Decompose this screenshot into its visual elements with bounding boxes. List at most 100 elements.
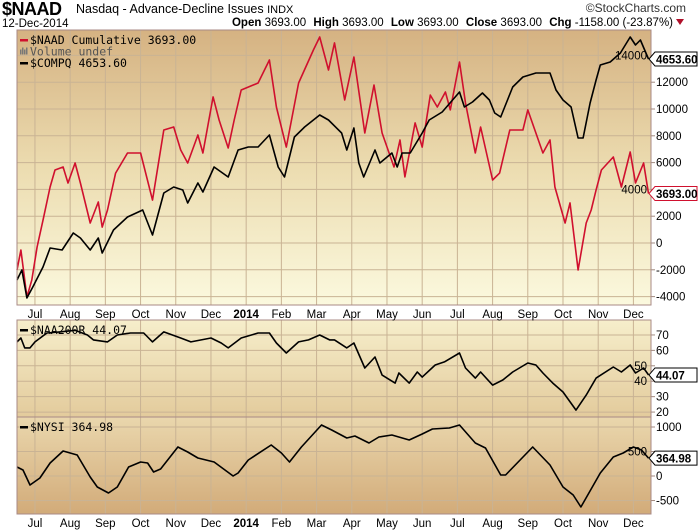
x-tick-label: May [376, 309, 398, 321]
y-tick-label: 20 [656, 407, 669, 419]
legend-swatch [20, 62, 28, 65]
x-tick-label: Mar [307, 518, 327, 530]
y-tick-label: 50 [634, 361, 647, 373]
x-tick-label: Nov [588, 518, 609, 530]
y-tick-label: 30 [656, 392, 669, 404]
series-line--naa200r [16, 329, 650, 411]
series-line--naad-cumulative [16, 36, 650, 298]
x-tick-label: Oct [554, 518, 573, 530]
series-line--nysi [16, 424, 650, 508]
series-line--compq [16, 36, 650, 299]
chart-date: 12-Dec-2014 [2, 18, 69, 30]
x-tick-label: Jun [413, 309, 432, 321]
panel-background-nysi [17, 417, 651, 514]
volume-bars-icon [24, 49, 26, 55]
x-tick-label: Sep [518, 518, 538, 530]
x-tick-label: May [376, 518, 398, 530]
panel-background-main [17, 30, 651, 305]
last-value-badge: 3693.00 [648, 186, 698, 201]
panel-border [16, 416, 652, 515]
open-label: Open [231, 17, 262, 29]
legend-label: Volume undef [30, 45, 113, 59]
y-tick-label: 1000 [656, 422, 682, 434]
x-tick-label: Jul [450, 518, 465, 530]
exchange-label: INDX [267, 4, 294, 16]
legend-nysi: $NYSI 364.98 [20, 420, 113, 434]
y-tick-label: -500 [656, 496, 679, 508]
symbol-description: Nasdaq - Advance-Decline Issues INDX [76, 2, 293, 17]
badge-value: 364.98 [656, 454, 692, 466]
close-value: 3693.00 [500, 17, 542, 29]
x-tick-label: Nov [588, 309, 609, 321]
y-tick-label: -2000 [656, 265, 685, 277]
low-value: 3693.00 [417, 17, 459, 29]
x-tick-label: Feb [271, 518, 291, 530]
x-tick-label: Apr [343, 518, 361, 530]
legend-label: $NAA200R 44.07 [30, 323, 127, 337]
y-tick-label: 0 [656, 471, 662, 483]
x-tick-label: Sep [95, 518, 115, 530]
x-tick-label: Nov [166, 309, 187, 321]
down-triangle-icon [676, 19, 684, 25]
volume-bars-icon [22, 47, 24, 55]
close-label: Close [465, 17, 498, 29]
x-tick-label: Dec [623, 518, 644, 530]
low-label: Low [390, 17, 414, 29]
y-tick-label: 10000 [656, 104, 688, 116]
high-label: High [313, 17, 339, 29]
y-tick-label: -4000 [656, 292, 685, 304]
y-tick-label: 0 [656, 238, 662, 250]
x-tick-label: Jun [413, 518, 432, 530]
x-tick-label: Sep [95, 309, 115, 321]
legend-label: $NAAD Cumulative 3693.00 [30, 33, 196, 47]
y-tick-label: 14000 [615, 50, 647, 62]
x-tick-label: Nov [166, 518, 187, 530]
x-tick-label: Mar [307, 309, 327, 321]
legend-swatch [20, 426, 28, 429]
y-tick-label: 40 [634, 376, 647, 388]
badge-box [648, 450, 698, 466]
y-tick-label: 6000 [656, 158, 682, 170]
description-text: Nasdaq - Advance-Decline Issues [76, 2, 264, 16]
ohlc-summary: Open 3693.00 High 3693.00 Low 3693.00 Cl… [232, 17, 684, 29]
volume-bars-icon [20, 49, 22, 55]
y-tick-label: 70 [656, 330, 669, 342]
badge-value: 4653.60 [656, 55, 698, 67]
legend-swatch [20, 39, 28, 42]
x-tick-label: 2014 [233, 518, 259, 530]
x-tick-label: Aug [482, 309, 502, 321]
high-value: 3693.00 [342, 17, 384, 29]
x-tick-label: Dec [201, 309, 222, 321]
legend-swatch [20, 329, 28, 332]
copyright[interactable]: ©StockCharts.com [585, 1, 686, 15]
panel-border [16, 29, 652, 306]
y-tick-label: 500 [628, 447, 647, 459]
x-tick-label: Jul [28, 518, 43, 530]
badge-value: 44.07 [656, 370, 685, 382]
symbol-title: $NAAD [2, 0, 62, 19]
y-tick-label: 4000 [621, 184, 647, 196]
badge-box [648, 51, 698, 67]
last-value-badge: 44.07 [648, 367, 698, 383]
x-tick-label: Sep [518, 309, 538, 321]
x-tick-label: Dec [201, 518, 222, 530]
chg-label: Chg [549, 17, 572, 29]
last-value-badge: 4653.60 [648, 51, 698, 67]
y-tick-label: 60 [656, 345, 669, 357]
legend-label: $COMPQ 4653.60 [30, 56, 127, 70]
x-tick-label: Aug [482, 518, 502, 530]
chg-value: -1158.00 (-23.87%) [574, 17, 673, 29]
badge-box [648, 367, 698, 383]
legend-naa200r: $NAA200R 44.07 [20, 323, 127, 337]
x-tick-label: Aug [60, 518, 80, 530]
x-tick-label: Apr [343, 309, 361, 321]
x-tick-label: 2014 [233, 309, 259, 321]
x-tick-label: Dec [623, 309, 644, 321]
x-tick-label: Oct [132, 518, 151, 530]
y-tick-label: 8000 [656, 131, 682, 143]
x-tick-label: Oct [554, 309, 573, 321]
legend-label: $NYSI 364.98 [30, 420, 113, 434]
panel-background-naa200r [17, 320, 651, 417]
